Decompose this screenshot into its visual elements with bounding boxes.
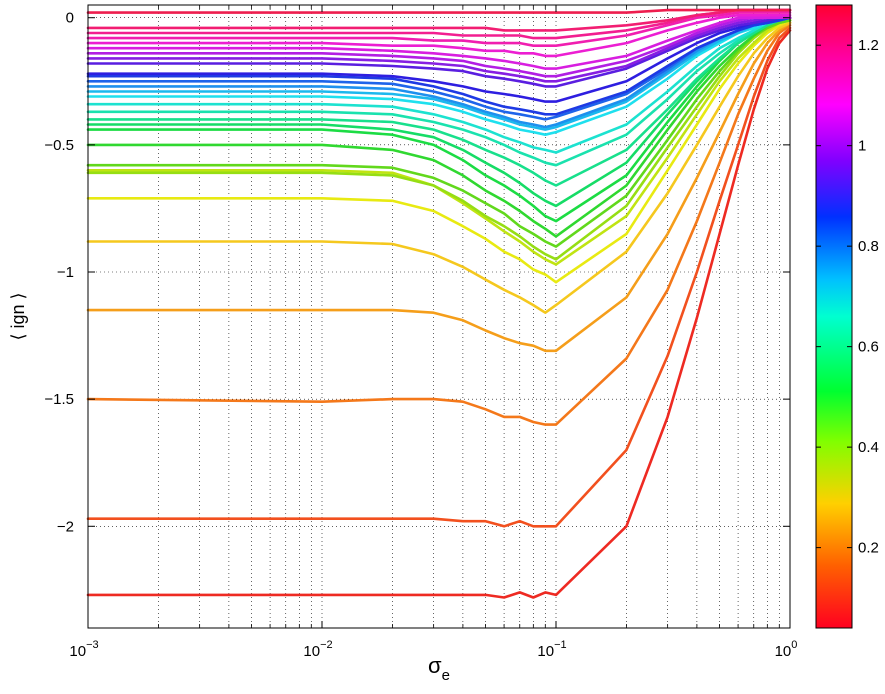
series-line-1 [86,29,792,599]
colorbar-tick-label: 1 [858,138,866,155]
colorbar-tick-label: 0.6 [858,339,879,356]
y-tick-label: −1.5 [44,391,74,408]
x-tick-label: 10−3 [69,639,98,660]
tick-labels: 0−0.5−1−1.5−210−3 10−2 10−1 100 [44,10,797,660]
series-line-13 [86,16,792,187]
x-tick-label-exponent: −2 [320,639,333,651]
series-line-4 [86,21,792,353]
x-tick-label: 10−1 [537,639,566,660]
x-tick-label-exponent: −1 [554,639,567,651]
x-tick-label-base: 10 [69,643,86,660]
colorbar-tick-label: 0.2 [858,540,879,557]
x-tick-label-base: 10 [775,643,792,660]
series-line-26 [86,13,792,58]
x-tick-label: 10−2 [303,639,332,660]
x-axis-label-text: σe [428,653,450,684]
series-line-2 [86,26,792,528]
x-axis-label-symbol: σ [428,653,442,678]
x-axis-label: σe [428,653,450,684]
series-line-30 [86,8,792,14]
series-line-20 [86,16,792,116]
series-line-27 [86,11,792,48]
x-tick-label-exponent: 0 [791,639,797,651]
series-line-25 [86,16,792,70]
y-axis-label-text: ⟨ ign ⟩ [8,292,28,340]
series-line-3 [86,23,792,426]
series-line-6 [86,18,792,284]
series-layer [86,8,792,599]
series-line-16 [86,16,792,136]
colorbar-tick-label: 1.2 [858,37,879,54]
x-tick-label: 100 [775,639,798,660]
plot-area-frame [87,4,791,629]
y-tick-label: −1 [57,264,74,281]
colorbar: 0.2 0.4 0.6 0.8 1 1.2 [815,4,879,629]
series-line-10 [86,16,792,238]
series-line-22 [86,16,792,88]
y-tick-label: 0 [66,10,74,27]
x-tick-label-base: 10 [537,643,554,660]
x-tick-label-exponent: −3 [86,639,99,651]
colorbar-scale [815,4,853,629]
colorbar-tick-label: 0.4 [858,439,879,456]
series-line-5 [86,21,792,315]
x-tick-label-base: 10 [303,643,320,660]
colorbar-tick-label: 0.8 [858,238,879,255]
x-axis-label-subscript: e [442,667,450,684]
series-line-23 [86,16,792,83]
axis-ticks [87,5,791,628]
y-tick-label: −0.5 [44,137,74,154]
series-line-15 [86,16,792,154]
y-tick-label: −2 [57,518,74,535]
y-axis-label: ⟨ ign ⟩ [8,292,28,340]
series-line-8 [86,18,792,261]
colorbar-ticks: 0.2 0.4 0.6 0.8 1 1.2 [816,37,879,557]
